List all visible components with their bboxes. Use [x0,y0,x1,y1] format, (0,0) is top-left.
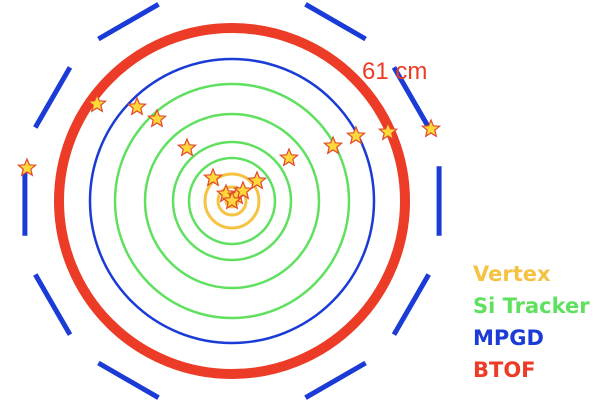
star-icon [221,190,243,210]
star-icon [16,157,38,177]
star-icon [86,93,108,113]
outer-segment [391,66,431,129]
si-tracker-ring-2 [143,112,321,290]
legend: Vertex Si Tracker MPGD BTOF [473,258,590,386]
legend-btof: BTOF [473,358,536,382]
vertex-ring-2 [216,185,248,217]
outer-segment [33,66,73,129]
legend-si-tracker: Si Tracker [473,294,590,318]
star-icon [126,96,148,116]
outer-segment [97,2,160,42]
btof-ring [54,23,410,379]
star-icon [246,170,268,190]
radius-label: 61 cm [362,58,428,85]
si-tracker-ring-inner [187,156,277,246]
si-tracker-ring-outer [113,82,351,320]
outer-segment [304,2,367,42]
legend-vertex: Vertex [473,262,551,286]
star-icon [232,180,254,200]
vertex-ring-outer [203,172,261,230]
star-icon [377,121,399,141]
outer-polygon-segments [22,2,442,400]
si-tracker-ring-3 [171,140,293,262]
outer-segment [97,360,160,400]
star-icon [420,118,442,138]
hit-markers [16,93,442,210]
star-icon [322,135,344,155]
detector-rings [54,23,410,379]
outer-segment [391,273,431,336]
star-icon [278,147,300,167]
legend-mpgd: MPGD [473,326,544,350]
mpgd-ring [88,57,376,345]
star-icon [345,125,367,145]
star-icon [176,137,198,157]
outer-segment [33,273,73,336]
star-icon [202,167,224,187]
star-icon [146,108,168,128]
outer-segment [304,360,367,400]
